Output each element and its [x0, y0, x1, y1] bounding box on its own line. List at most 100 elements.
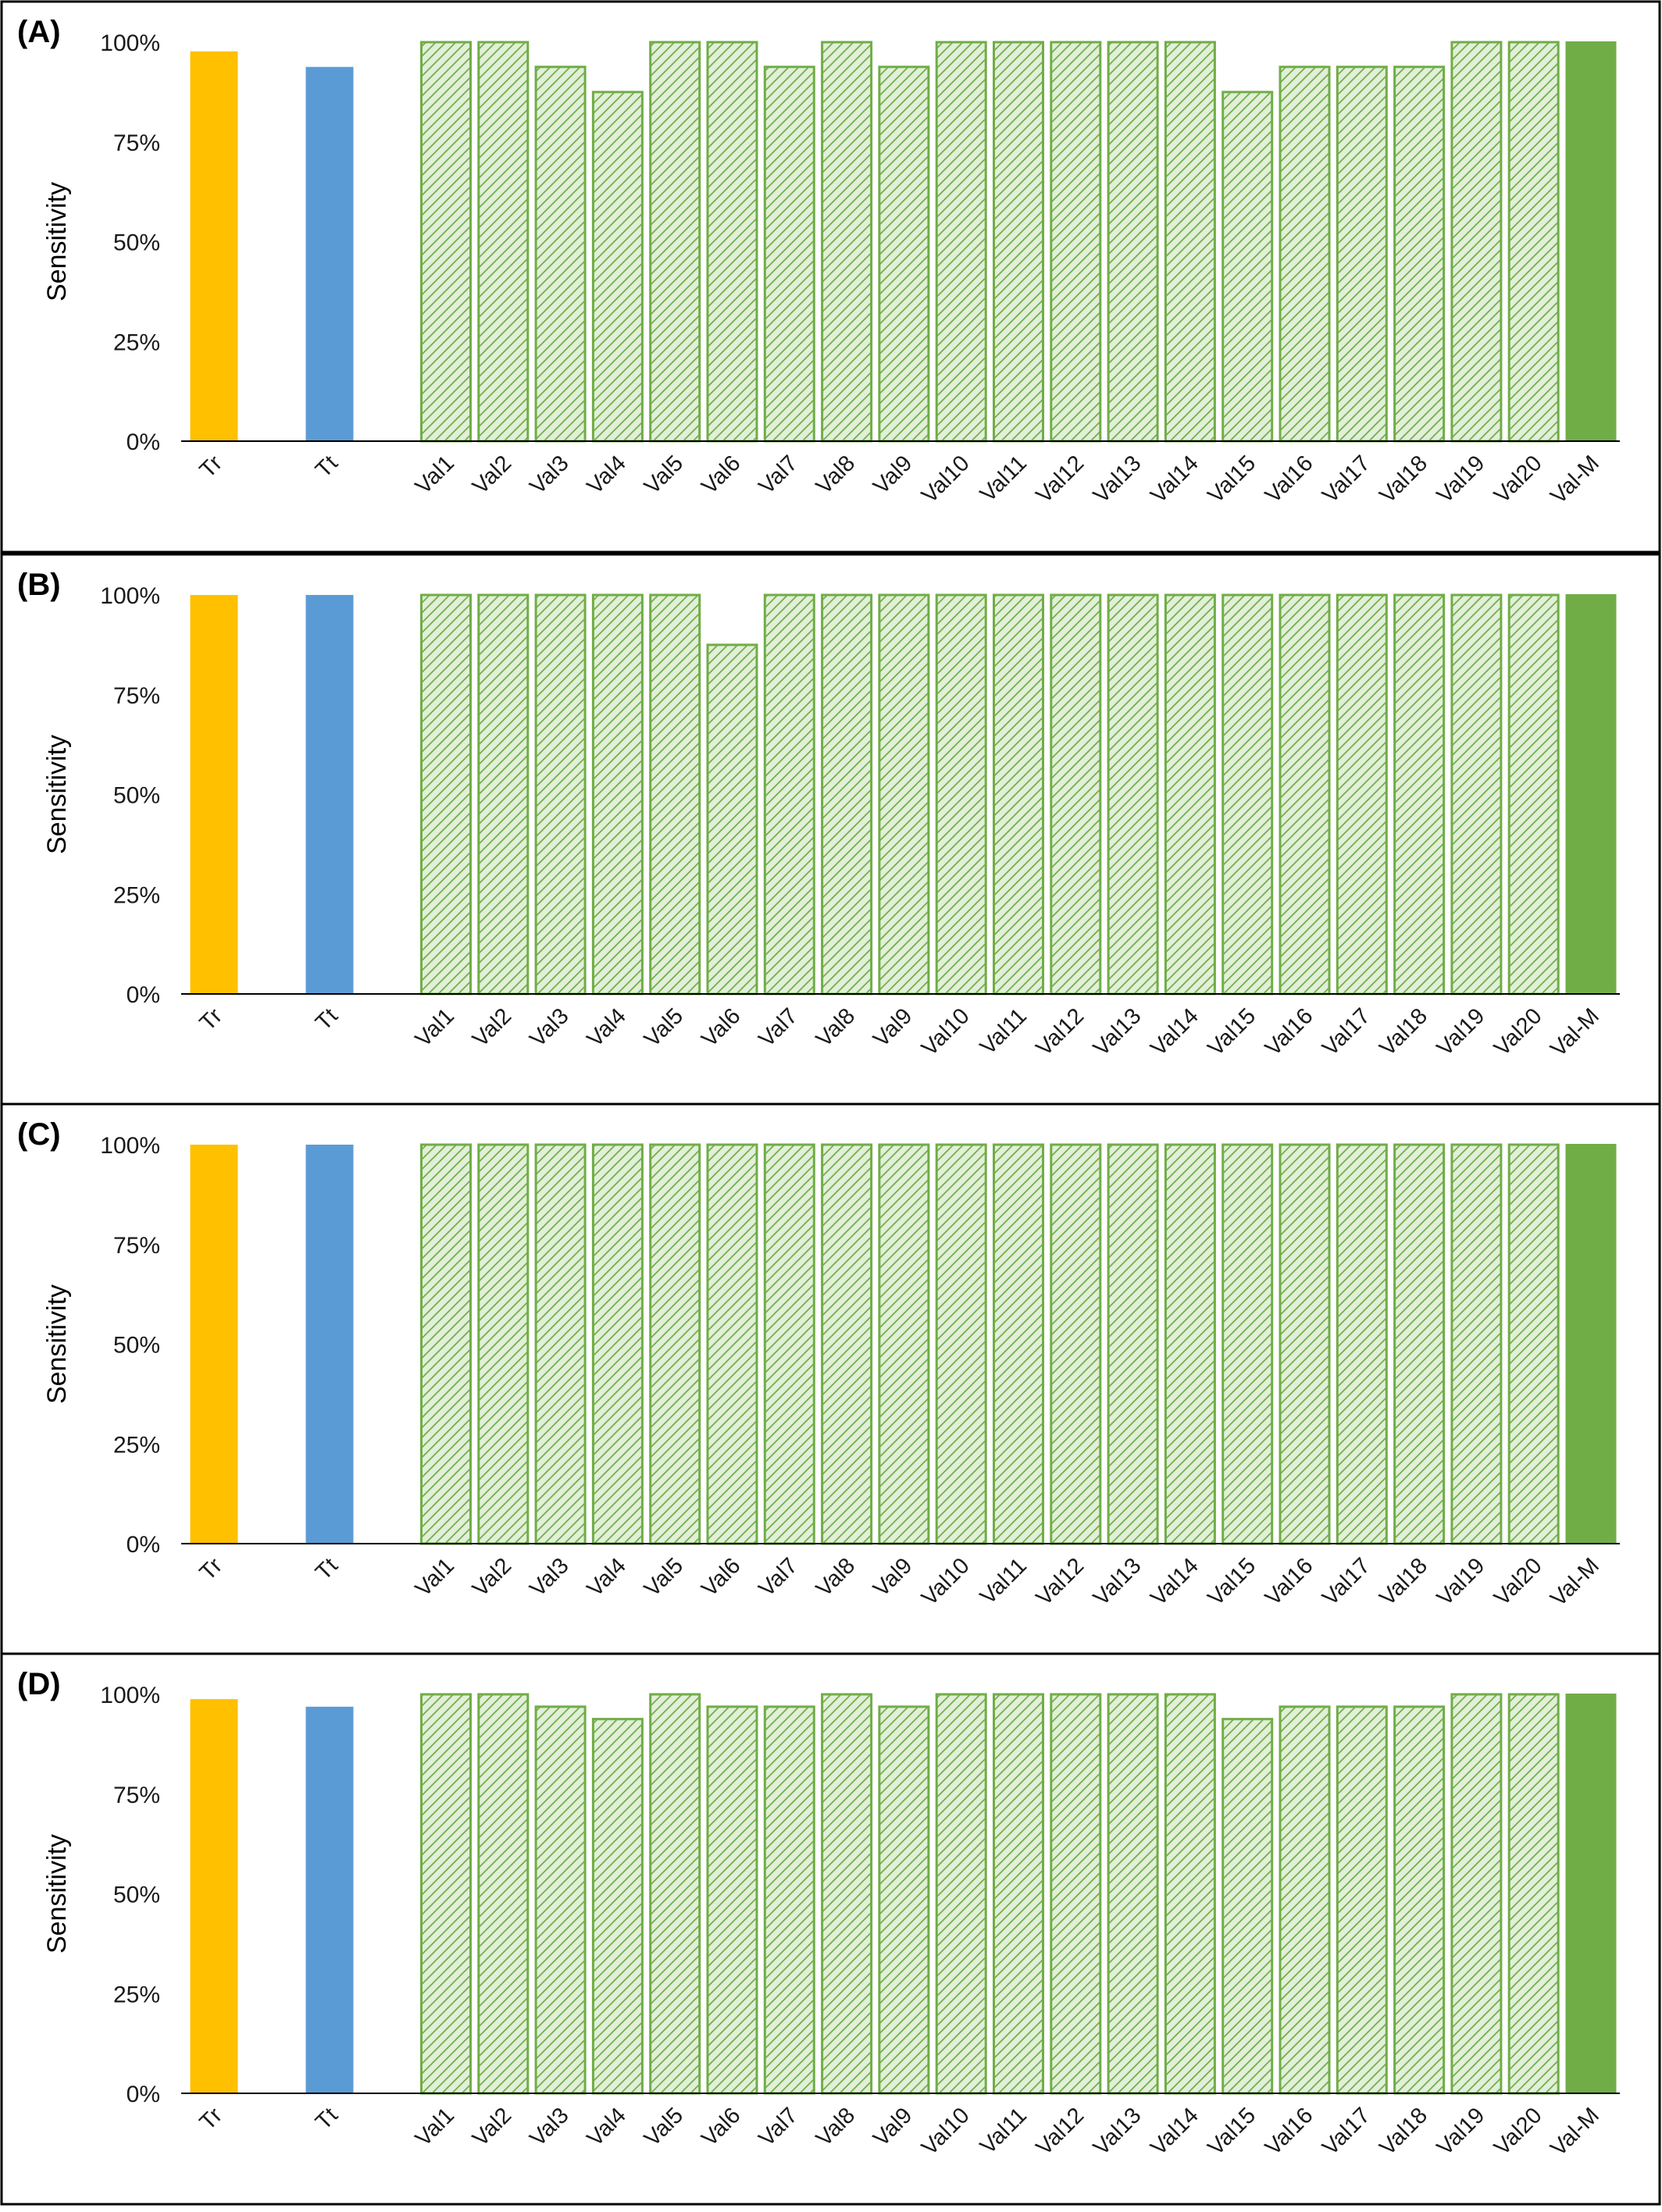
- bar-val4: [591, 1143, 644, 1545]
- bar-val13: [1107, 1693, 1159, 2095]
- bar-val12: [1050, 593, 1102, 996]
- y-tick-label: 0%: [127, 1532, 160, 1558]
- bar-val13: [1107, 1143, 1159, 1545]
- bar-val20: [1507, 1693, 1560, 2095]
- bar-val2: [477, 593, 530, 996]
- bar-val8: [821, 41, 873, 443]
- bar-val1: [420, 41, 472, 443]
- bar-val6: [706, 1705, 758, 2095]
- bar-val9: [878, 1143, 930, 1545]
- bar-val4: [591, 593, 644, 996]
- bar-val16: [1279, 1143, 1331, 1545]
- y-tick-label: 0%: [127, 429, 160, 455]
- bar-val10: [935, 41, 987, 443]
- bar-val11: [993, 41, 1044, 443]
- bar-val4: [591, 1718, 644, 2095]
- y-axis-title: Sensitivity: [42, 182, 72, 301]
- bar-validation-merged: [1565, 1694, 1617, 2094]
- bar-test: [305, 1145, 354, 1544]
- y-tick-label: 50%: [113, 1883, 160, 1908]
- bar-val1: [420, 1693, 472, 2095]
- bar-training: [190, 1145, 238, 1544]
- bar-val13: [1107, 593, 1159, 996]
- y-tick-label: 100%: [100, 30, 160, 56]
- bar-val3: [534, 593, 587, 996]
- bar-val12: [1050, 41, 1102, 443]
- y-tick-label: 0%: [127, 2082, 160, 2107]
- bar-val5: [649, 1143, 701, 1545]
- bar-val8: [821, 1143, 873, 1545]
- bar-val12: [1050, 1693, 1102, 2095]
- bar-training: [190, 51, 238, 442]
- y-tick-label: 75%: [113, 683, 160, 709]
- panel-label: (C): [17, 1117, 61, 1152]
- bar-val14: [1164, 1693, 1216, 2095]
- bar-val8: [821, 593, 873, 996]
- bar-val2: [477, 41, 530, 443]
- bar-val14: [1164, 593, 1216, 996]
- bar-val8: [821, 1693, 873, 2095]
- y-axis-title: Sensitivity: [42, 1834, 72, 1954]
- y-tick-label: 0%: [127, 982, 160, 1008]
- bar-val18: [1393, 1143, 1446, 1545]
- bar-val15: [1222, 91, 1274, 443]
- y-tick-label: 100%: [100, 1683, 160, 1708]
- bar-val15: [1222, 1718, 1274, 2095]
- y-tick-label: 75%: [113, 1783, 160, 1808]
- bar-val6: [706, 643, 758, 996]
- y-tick-label: 50%: [113, 1333, 160, 1359]
- bar-val17: [1336, 66, 1388, 443]
- bar-val17: [1336, 1705, 1388, 2095]
- bar-val16: [1279, 593, 1331, 996]
- bar-val16: [1279, 66, 1331, 443]
- bar-val9: [878, 1705, 930, 2095]
- bar-val2: [477, 1143, 530, 1545]
- bar-val7: [763, 1705, 815, 2095]
- y-tick-label: 100%: [100, 583, 160, 609]
- bar-val12: [1050, 1143, 1102, 1545]
- bar-val16: [1279, 1705, 1331, 2095]
- bar-val10: [935, 1143, 987, 1545]
- bar-training: [190, 595, 238, 994]
- y-axis-title: Sensitivity: [42, 1284, 72, 1404]
- bar-test: [305, 595, 354, 994]
- y-tick-label: 100%: [100, 1133, 160, 1159]
- bar-val19: [1450, 1143, 1503, 1545]
- bar-val11: [993, 1143, 1044, 1545]
- bar-validation-merged: [1565, 41, 1617, 442]
- bar-val11: [993, 1693, 1044, 2095]
- bar-val7: [763, 593, 815, 996]
- bar-val13: [1107, 41, 1159, 443]
- bar-test: [305, 1706, 354, 2093]
- bar-val14: [1164, 1143, 1216, 1545]
- bar-val20: [1507, 593, 1560, 996]
- bar-val9: [878, 593, 930, 996]
- y-tick-label: 75%: [113, 130, 160, 156]
- bar-validation-merged: [1565, 594, 1617, 995]
- bar-val6: [706, 1143, 758, 1545]
- bar-val10: [935, 1693, 987, 2095]
- bar-val20: [1507, 1143, 1560, 1545]
- bar-val17: [1336, 593, 1388, 996]
- y-tick-label: 25%: [113, 1982, 160, 2007]
- y-tick-label: 25%: [113, 882, 160, 908]
- bar-val10: [935, 593, 987, 996]
- bar-val7: [763, 1143, 815, 1545]
- bar-val7: [763, 66, 815, 443]
- y-tick-label: 75%: [113, 1233, 160, 1259]
- bar-val18: [1393, 66, 1446, 443]
- bar-val20: [1507, 41, 1560, 443]
- bar-val2: [477, 1693, 530, 2095]
- y-tick-label: 25%: [113, 1432, 160, 1458]
- bar-training: [190, 1699, 238, 2093]
- bar-val6: [706, 41, 758, 443]
- bar-val5: [649, 593, 701, 996]
- panel-label: (B): [17, 568, 61, 602]
- y-axis-title: Sensitivity: [42, 735, 72, 854]
- bar-val1: [420, 593, 472, 996]
- bar-val9: [878, 66, 930, 443]
- bar-val4: [591, 91, 644, 443]
